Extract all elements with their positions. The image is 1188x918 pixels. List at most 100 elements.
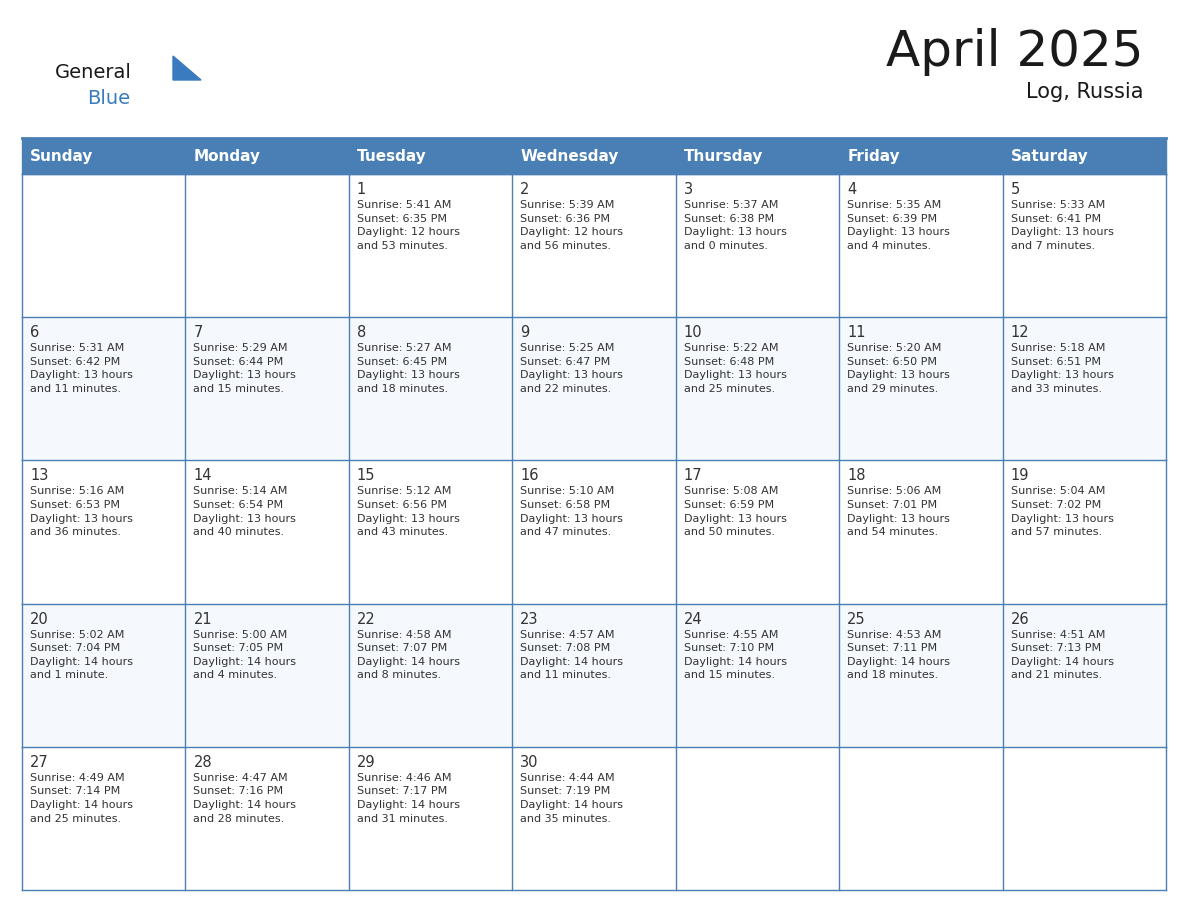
Text: Sunrise: 4:49 AM
Sunset: 7:14 PM
Daylight: 14 hours
and 25 minutes.: Sunrise: 4:49 AM Sunset: 7:14 PM Dayligh… xyxy=(30,773,133,823)
Text: 14: 14 xyxy=(194,468,211,484)
Bar xyxy=(1003,461,1165,604)
Bar xyxy=(23,174,185,318)
Text: Sunrise: 5:06 AM
Sunset: 7:01 PM
Daylight: 13 hours
and 54 minutes.: Sunrise: 5:06 AM Sunset: 7:01 PM Dayligh… xyxy=(847,487,950,537)
Text: Sunrise: 5:39 AM
Sunset: 6:36 PM
Daylight: 12 hours
and 56 minutes.: Sunrise: 5:39 AM Sunset: 6:36 PM Dayligh… xyxy=(520,200,624,251)
Bar xyxy=(185,318,349,461)
Bar xyxy=(676,174,839,318)
Bar xyxy=(839,318,1003,461)
Text: 30: 30 xyxy=(520,755,539,770)
Bar xyxy=(349,604,512,747)
Bar xyxy=(349,174,512,318)
Bar xyxy=(23,604,185,747)
Text: Sunrise: 5:41 AM
Sunset: 6:35 PM
Daylight: 12 hours
and 53 minutes.: Sunrise: 5:41 AM Sunset: 6:35 PM Dayligh… xyxy=(356,200,460,251)
Text: Sunrise: 4:51 AM
Sunset: 7:13 PM
Daylight: 14 hours
and 21 minutes.: Sunrise: 4:51 AM Sunset: 7:13 PM Dayligh… xyxy=(1011,630,1113,680)
Bar xyxy=(676,604,839,747)
Bar xyxy=(676,747,839,890)
Text: Sunrise: 5:25 AM
Sunset: 6:47 PM
Daylight: 13 hours
and 22 minutes.: Sunrise: 5:25 AM Sunset: 6:47 PM Dayligh… xyxy=(520,343,624,394)
Text: 3: 3 xyxy=(684,182,693,197)
Bar xyxy=(512,318,676,461)
Text: April 2025: April 2025 xyxy=(885,28,1143,76)
Text: Sunrise: 5:37 AM
Sunset: 6:38 PM
Daylight: 13 hours
and 0 minutes.: Sunrise: 5:37 AM Sunset: 6:38 PM Dayligh… xyxy=(684,200,786,251)
Text: 19: 19 xyxy=(1011,468,1029,484)
Text: 23: 23 xyxy=(520,611,539,627)
Bar xyxy=(185,604,349,747)
Text: 22: 22 xyxy=(356,611,375,627)
Text: 24: 24 xyxy=(684,611,702,627)
Text: 1: 1 xyxy=(356,182,366,197)
Text: 15: 15 xyxy=(356,468,375,484)
Text: Thursday: Thursday xyxy=(684,149,763,163)
Text: Sunrise: 5:35 AM
Sunset: 6:39 PM
Daylight: 13 hours
and 4 minutes.: Sunrise: 5:35 AM Sunset: 6:39 PM Dayligh… xyxy=(847,200,950,251)
Text: 26: 26 xyxy=(1011,611,1029,627)
Bar xyxy=(676,318,839,461)
Bar xyxy=(1003,138,1165,174)
Bar xyxy=(512,747,676,890)
Text: 7: 7 xyxy=(194,325,203,341)
Text: Sunrise: 5:12 AM
Sunset: 6:56 PM
Daylight: 13 hours
and 43 minutes.: Sunrise: 5:12 AM Sunset: 6:56 PM Dayligh… xyxy=(356,487,460,537)
Bar xyxy=(676,461,839,604)
Text: Sunrise: 4:46 AM
Sunset: 7:17 PM
Daylight: 14 hours
and 31 minutes.: Sunrise: 4:46 AM Sunset: 7:17 PM Dayligh… xyxy=(356,773,460,823)
Bar xyxy=(512,138,676,174)
Text: Sunrise: 5:10 AM
Sunset: 6:58 PM
Daylight: 13 hours
and 47 minutes.: Sunrise: 5:10 AM Sunset: 6:58 PM Dayligh… xyxy=(520,487,624,537)
Text: Friday: Friday xyxy=(847,149,899,163)
Text: Sunrise: 5:00 AM
Sunset: 7:05 PM
Daylight: 14 hours
and 4 minutes.: Sunrise: 5:00 AM Sunset: 7:05 PM Dayligh… xyxy=(194,630,297,680)
Text: 18: 18 xyxy=(847,468,866,484)
Text: Sunrise: 5:08 AM
Sunset: 6:59 PM
Daylight: 13 hours
and 50 minutes.: Sunrise: 5:08 AM Sunset: 6:59 PM Dayligh… xyxy=(684,487,786,537)
Text: Monday: Monday xyxy=(194,149,260,163)
Text: 4: 4 xyxy=(847,182,857,197)
Bar xyxy=(1003,747,1165,890)
Bar xyxy=(1003,174,1165,318)
Text: Sunrise: 4:58 AM
Sunset: 7:07 PM
Daylight: 14 hours
and 8 minutes.: Sunrise: 4:58 AM Sunset: 7:07 PM Dayligh… xyxy=(356,630,460,680)
Text: Sunrise: 5:20 AM
Sunset: 6:50 PM
Daylight: 13 hours
and 29 minutes.: Sunrise: 5:20 AM Sunset: 6:50 PM Dayligh… xyxy=(847,343,950,394)
Bar xyxy=(349,461,512,604)
Text: Sunrise: 4:47 AM
Sunset: 7:16 PM
Daylight: 14 hours
and 28 minutes.: Sunrise: 4:47 AM Sunset: 7:16 PM Dayligh… xyxy=(194,773,297,823)
Text: 16: 16 xyxy=(520,468,539,484)
Text: Sunrise: 4:57 AM
Sunset: 7:08 PM
Daylight: 14 hours
and 11 minutes.: Sunrise: 4:57 AM Sunset: 7:08 PM Dayligh… xyxy=(520,630,624,680)
Text: Sunday: Sunday xyxy=(30,149,94,163)
Polygon shape xyxy=(173,56,201,80)
Bar xyxy=(839,461,1003,604)
Bar xyxy=(839,174,1003,318)
Bar xyxy=(349,318,512,461)
Text: Sunrise: 5:27 AM
Sunset: 6:45 PM
Daylight: 13 hours
and 18 minutes.: Sunrise: 5:27 AM Sunset: 6:45 PM Dayligh… xyxy=(356,343,460,394)
Text: Wednesday: Wednesday xyxy=(520,149,619,163)
Text: Sunrise: 5:14 AM
Sunset: 6:54 PM
Daylight: 13 hours
and 40 minutes.: Sunrise: 5:14 AM Sunset: 6:54 PM Dayligh… xyxy=(194,487,296,537)
Text: 27: 27 xyxy=(30,755,49,770)
Bar xyxy=(349,138,512,174)
Bar xyxy=(676,138,839,174)
Text: Sunrise: 5:16 AM
Sunset: 6:53 PM
Daylight: 13 hours
and 36 minutes.: Sunrise: 5:16 AM Sunset: 6:53 PM Dayligh… xyxy=(30,487,133,537)
Bar xyxy=(23,461,185,604)
Bar xyxy=(349,747,512,890)
Text: Blue: Blue xyxy=(87,89,131,108)
Text: Sunrise: 5:31 AM
Sunset: 6:42 PM
Daylight: 13 hours
and 11 minutes.: Sunrise: 5:31 AM Sunset: 6:42 PM Dayligh… xyxy=(30,343,133,394)
Text: 20: 20 xyxy=(30,611,49,627)
Text: Sunrise: 5:33 AM
Sunset: 6:41 PM
Daylight: 13 hours
and 7 minutes.: Sunrise: 5:33 AM Sunset: 6:41 PM Dayligh… xyxy=(1011,200,1113,251)
Text: Sunrise: 4:53 AM
Sunset: 7:11 PM
Daylight: 14 hours
and 18 minutes.: Sunrise: 4:53 AM Sunset: 7:11 PM Dayligh… xyxy=(847,630,950,680)
Bar xyxy=(1003,604,1165,747)
Text: 29: 29 xyxy=(356,755,375,770)
Text: 6: 6 xyxy=(30,325,39,341)
Bar xyxy=(185,138,349,174)
Bar xyxy=(23,318,185,461)
Text: Saturday: Saturday xyxy=(1011,149,1088,163)
Bar xyxy=(185,461,349,604)
Bar xyxy=(839,747,1003,890)
Text: 2: 2 xyxy=(520,182,530,197)
Text: 11: 11 xyxy=(847,325,866,341)
Bar xyxy=(1003,318,1165,461)
Bar xyxy=(512,461,676,604)
Text: Tuesday: Tuesday xyxy=(356,149,426,163)
Text: 12: 12 xyxy=(1011,325,1029,341)
Text: Sunrise: 5:18 AM
Sunset: 6:51 PM
Daylight: 13 hours
and 33 minutes.: Sunrise: 5:18 AM Sunset: 6:51 PM Dayligh… xyxy=(1011,343,1113,394)
Bar xyxy=(23,747,185,890)
Text: 17: 17 xyxy=(684,468,702,484)
Bar xyxy=(185,174,349,318)
Bar xyxy=(185,747,349,890)
Text: 5: 5 xyxy=(1011,182,1019,197)
Bar xyxy=(512,174,676,318)
Text: Sunrise: 5:02 AM
Sunset: 7:04 PM
Daylight: 14 hours
and 1 minute.: Sunrise: 5:02 AM Sunset: 7:04 PM Dayligh… xyxy=(30,630,133,680)
Text: General: General xyxy=(55,63,132,82)
Text: Sunrise: 4:44 AM
Sunset: 7:19 PM
Daylight: 14 hours
and 35 minutes.: Sunrise: 4:44 AM Sunset: 7:19 PM Dayligh… xyxy=(520,773,624,823)
Bar xyxy=(23,138,185,174)
Text: Log, Russia: Log, Russia xyxy=(1025,82,1143,102)
